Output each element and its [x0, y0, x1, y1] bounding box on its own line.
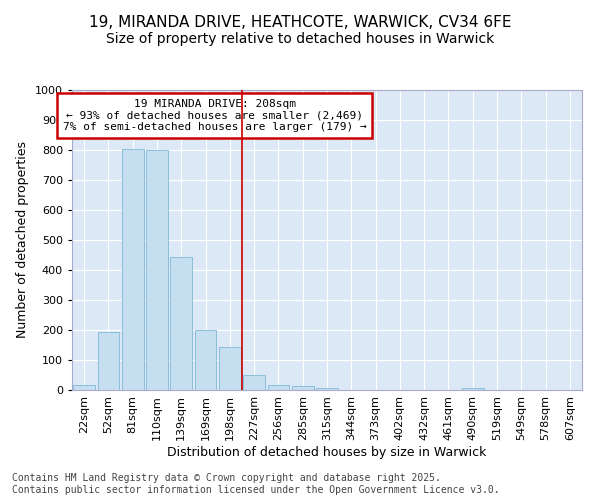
Bar	[268, 384, 289, 390]
Text: Size of property relative to detached houses in Warwick: Size of property relative to detached ho…	[106, 32, 494, 46]
Bar	[292, 386, 314, 390]
Bar	[243, 375, 265, 390]
Bar	[73, 384, 95, 390]
Bar	[97, 332, 119, 390]
Text: Contains HM Land Registry data © Crown copyright and database right 2025.
Contai: Contains HM Land Registry data © Crown c…	[12, 474, 500, 495]
Bar	[146, 150, 168, 390]
X-axis label: Distribution of detached houses by size in Warwick: Distribution of detached houses by size …	[167, 446, 487, 458]
Bar	[316, 388, 338, 390]
Bar	[462, 388, 484, 390]
Bar	[170, 256, 192, 390]
Bar	[219, 346, 241, 390]
Y-axis label: Number of detached properties: Number of detached properties	[16, 142, 29, 338]
Bar	[122, 148, 143, 390]
Text: 19 MIRANDA DRIVE: 208sqm
← 93% of detached houses are smaller (2,469)
7% of semi: 19 MIRANDA DRIVE: 208sqm ← 93% of detach…	[63, 99, 367, 132]
Text: 19, MIRANDA DRIVE, HEATHCOTE, WARWICK, CV34 6FE: 19, MIRANDA DRIVE, HEATHCOTE, WARWICK, C…	[89, 15, 511, 30]
Bar	[194, 330, 217, 390]
